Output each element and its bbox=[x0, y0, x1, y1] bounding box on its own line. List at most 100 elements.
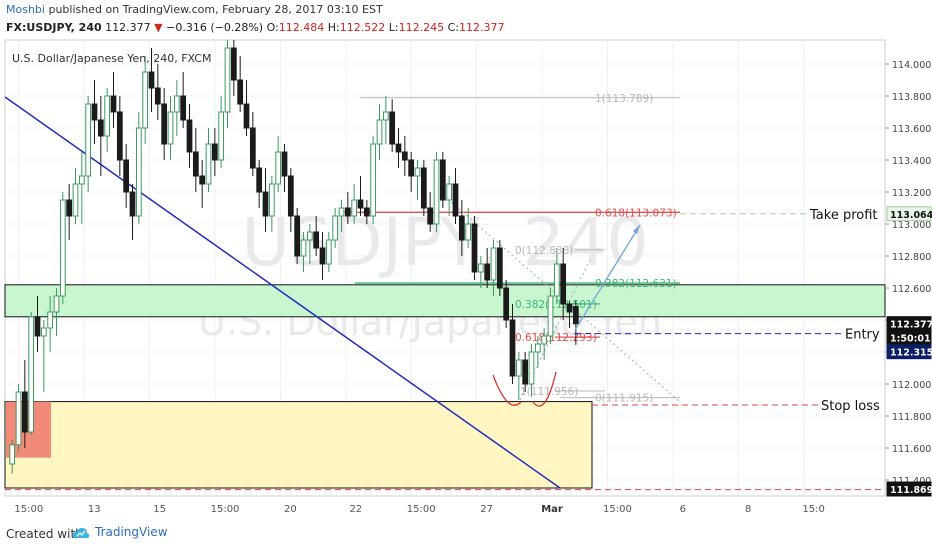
low-value: 112.245 bbox=[398, 21, 445, 34]
x-tick-label: 15 bbox=[153, 504, 166, 515]
trade-levels: Take profit Entry Stop loss bbox=[5, 208, 885, 491]
candle bbox=[572, 306, 579, 325]
fib-label: 0.618(112.293) bbox=[515, 332, 597, 344]
candle bbox=[199, 175, 206, 185]
axis-badge bbox=[886, 206, 932, 222]
candle bbox=[370, 143, 377, 217]
x-tick-label: Mar bbox=[541, 504, 563, 515]
candle bbox=[452, 183, 459, 217]
candle bbox=[97, 119, 104, 137]
candle bbox=[287, 175, 294, 217]
zones bbox=[4, 284, 886, 489]
axis-badge-label: 113.064 bbox=[890, 210, 932, 221]
yellow-zone[interactable] bbox=[4, 401, 593, 489]
candle bbox=[173, 95, 180, 113]
candle bbox=[28, 316, 35, 433]
candles bbox=[9, 40, 579, 474]
candle bbox=[547, 295, 554, 337]
fib-label: 0(111.915) bbox=[595, 393, 653, 405]
candle bbox=[205, 143, 212, 185]
close-label: C: bbox=[447, 21, 459, 34]
candle bbox=[294, 215, 301, 257]
candle bbox=[496, 247, 503, 289]
created-with-text: Created with bbox=[6, 527, 83, 541]
publisher-line: Moshbi published on TradingView.com, Feb… bbox=[6, 3, 383, 16]
close-value: 112.377 bbox=[458, 21, 505, 34]
candle bbox=[230, 47, 237, 81]
y-tick-label: 114.000 bbox=[892, 60, 931, 71]
high-label: H: bbox=[327, 21, 340, 34]
y-tick-label: 112.800 bbox=[892, 252, 931, 263]
candle bbox=[161, 103, 168, 145]
chart-header: Moshbi published on TradingView.com, Feb… bbox=[0, 0, 932, 40]
y-tick-label: 112.000 bbox=[892, 380, 931, 391]
fib-label: 0(112.838) bbox=[515, 245, 573, 257]
candle bbox=[522, 359, 529, 385]
candle bbox=[91, 103, 98, 121]
candle bbox=[123, 159, 130, 193]
x-tick-label: 15:00 bbox=[211, 504, 240, 515]
candle bbox=[167, 111, 174, 145]
candle bbox=[218, 111, 225, 161]
candle bbox=[78, 175, 85, 185]
symbol-label: FX:USDJPY, 240 bbox=[6, 21, 102, 34]
candle bbox=[446, 183, 453, 201]
chart-title: U.S. Dollar/Japanese Yen, 240, FXCM bbox=[12, 52, 211, 65]
projection-arrow bbox=[574, 224, 641, 331]
price-change: −0.316 (−0.28%) bbox=[166, 21, 264, 34]
candle bbox=[325, 239, 332, 265]
candle bbox=[300, 239, 307, 257]
candle bbox=[332, 215, 339, 241]
candle bbox=[541, 335, 548, 345]
y-tick-label: 113.400 bbox=[892, 156, 931, 167]
low-label: L: bbox=[388, 21, 399, 34]
candle bbox=[433, 159, 440, 225]
candle bbox=[154, 87, 161, 105]
author-name[interactable]: Moshbi bbox=[6, 3, 45, 16]
axis-badge bbox=[886, 481, 932, 497]
price-chart[interactable]: USDJPY, 240 U.S. Dollar/Japanese Yen 1(1… bbox=[0, 0, 932, 520]
green-zone[interactable] bbox=[4, 284, 886, 318]
watermark-symbol: USDJPY, 240 bbox=[241, 204, 648, 281]
candle bbox=[186, 119, 193, 153]
x-axis: 15:00 13 15 15:00 20 22 15:00 27 Mar 15:00 6 8 15:0 bbox=[5, 495, 885, 515]
candle bbox=[477, 263, 484, 273]
x-tick-label: 27 bbox=[480, 504, 493, 515]
down-arrow-icon: ▼ bbox=[154, 21, 163, 34]
y-tick-label: 113.200 bbox=[892, 188, 931, 199]
tradingview-link[interactable]: TradingView bbox=[72, 525, 168, 540]
open-value: 112.484 bbox=[278, 21, 325, 34]
footer: Created with TradingView bbox=[0, 520, 932, 550]
fib-label: 0.382(112.631) bbox=[595, 278, 677, 290]
candle bbox=[509, 319, 516, 377]
candle bbox=[142, 71, 149, 129]
published-text: published on TradingView.com, February 2… bbox=[48, 3, 383, 16]
candle bbox=[129, 191, 136, 217]
candle bbox=[560, 263, 567, 305]
fib-connector bbox=[439, 191, 681, 403]
candle bbox=[465, 223, 472, 241]
candle bbox=[363, 207, 370, 217]
candle bbox=[420, 167, 427, 209]
candle bbox=[515, 359, 522, 377]
candle bbox=[395, 143, 402, 153]
fib-label: 0.382(112.501) bbox=[515, 299, 597, 311]
x-tick-label: 13 bbox=[88, 504, 101, 515]
candle bbox=[490, 247, 497, 281]
candle bbox=[72, 183, 79, 217]
candle bbox=[256, 167, 263, 193]
candle bbox=[338, 207, 345, 217]
stop-loss-label: Stop loss bbox=[821, 399, 880, 414]
x-tick-label: 20 bbox=[284, 504, 297, 515]
fib-label: 1(111.956) bbox=[520, 386, 578, 398]
candle bbox=[484, 263, 491, 281]
candle bbox=[85, 103, 92, 177]
candle bbox=[47, 311, 54, 329]
candle bbox=[59, 199, 66, 297]
axis-badge-label: 112.315 bbox=[890, 348, 932, 359]
arrow-head-icon bbox=[633, 225, 640, 234]
trendline[interactable] bbox=[4, 96, 561, 489]
candle bbox=[21, 391, 28, 433]
axis-badge bbox=[886, 344, 932, 360]
candle bbox=[148, 71, 155, 89]
